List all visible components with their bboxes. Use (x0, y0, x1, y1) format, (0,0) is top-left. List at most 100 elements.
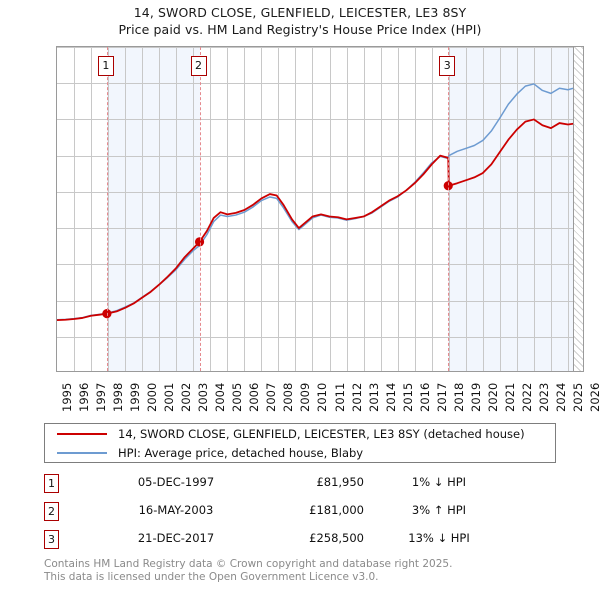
gridline-vertical (159, 47, 161, 371)
transaction-date-3: 21-DEC-2017 (137, 531, 215, 545)
legend-label-price-paid: 14, SWORD CLOSE, GLENFIELD, LEICESTER, L… (118, 426, 525, 441)
transaction-date-2: 16-MAY-2003 (138, 503, 214, 517)
page-title: 14, SWORD CLOSE, GLENFIELD, LEICESTER, L… (133, 5, 467, 20)
no-data-hatched-region (573, 47, 583, 371)
shaded-band-1 (106, 47, 200, 371)
x-axis-tick-label: 2019 (468, 382, 483, 412)
x-axis-tick-label: 2016 (417, 382, 432, 412)
x-axis-tick-label: 2003 (196, 382, 211, 412)
x-axis-tick-label: 2022 (519, 382, 534, 412)
gridline-vertical (210, 47, 212, 371)
gridline-vertical (176, 47, 178, 371)
x-axis-tick-label: 2007 (264, 382, 279, 412)
chart-legend: 14, SWORD CLOSE, GLENFIELD, LEICESTER, L… (44, 423, 556, 463)
gridline-vertical (533, 47, 535, 371)
x-axis-tick-label: 2013 (366, 382, 381, 412)
x-axis-tick-label: 2001 (162, 382, 177, 412)
x-axis-tick-label: 2005 (230, 382, 245, 412)
gridline-vertical (74, 47, 76, 371)
chart-plot-area (56, 46, 584, 372)
gridline-horizontal (57, 228, 583, 230)
table-row: 2 16-MAY-2003 £181,000 3% ↑ HPI (44, 501, 564, 529)
sale-event-badge-2[interactable]: 2 (190, 56, 207, 76)
gridline-vertical (465, 47, 467, 371)
series-line-price-paid (57, 118, 574, 322)
gridline-vertical (295, 47, 297, 371)
gridline-vertical (91, 47, 93, 371)
transaction-badge-2: 2 (44, 502, 59, 521)
x-axis-tick-label: 2004 (213, 382, 228, 412)
transaction-price-2: £181,000 (309, 503, 364, 517)
gridline-vertical (499, 47, 501, 371)
gridline-vertical (516, 47, 518, 371)
x-axis-tick-label: 2002 (179, 382, 194, 412)
gridline-vertical (482, 47, 484, 371)
transaction-table: 1 05-DEC-1997 £81,950 1% ↓ HPI 2 16-MAY-… (44, 473, 564, 557)
legend-entry-hpi: HPI: Average price, detached house, Blab… (45, 443, 555, 462)
gridline-vertical (329, 47, 331, 371)
gridline-vertical (431, 47, 433, 371)
gridline-horizontal (57, 191, 583, 193)
transaction-price-3: £258,500 (309, 531, 364, 545)
gridline-horizontal (57, 47, 583, 48)
series-line-hpi (57, 83, 574, 321)
table-row: 3 21-DEC-2017 £258,500 13% ↓ HPI (44, 529, 564, 557)
table-row: 1 05-DEC-1997 £81,950 1% ↓ HPI (44, 473, 564, 501)
x-axis-tick-label: 1999 (128, 382, 143, 412)
footer-attribution: Contains HM Land Registry data © Crown c… (44, 558, 584, 583)
page-subtitle: Price paid vs. HM Land Registry's House … (118, 22, 482, 37)
gridline-vertical (448, 47, 450, 371)
footer-line-2: This data is licensed under the Open Gov… (44, 570, 379, 583)
x-axis-tick-label: 2009 (298, 382, 313, 412)
x-axis-tick-label: 2018 (451, 382, 466, 412)
gridline-vertical (227, 47, 229, 371)
sale-event-line-3 (448, 47, 450, 371)
footer-line-1: Contains HM Land Registry data © Crown c… (44, 558, 453, 570)
gridline-horizontal (57, 300, 583, 302)
gridline-horizontal (57, 264, 583, 266)
x-axis-tick-label: 2011 (332, 382, 347, 412)
x-axis-tick-label: 1998 (111, 382, 126, 412)
sale-event-line-1 (106, 47, 108, 371)
x-axis-tick-label: 2000 (145, 382, 160, 412)
gridline-vertical (278, 47, 280, 371)
transaction-date-1: 05-DEC-1997 (137, 475, 215, 489)
gridline-horizontal (57, 83, 583, 85)
transaction-badge-1: 1 (44, 474, 59, 493)
gridline-vertical (414, 47, 416, 371)
sale-event-badge-3[interactable]: 3 (439, 56, 456, 76)
legend-label-hpi: HPI: Average price, detached house, Blab… (118, 445, 364, 460)
sale-event-line-2 (199, 47, 201, 371)
x-axis-tick-label: 2014 (383, 382, 398, 412)
gridline-vertical (142, 47, 144, 371)
x-axis-tick-label: 2021 (502, 382, 517, 412)
x-axis-tick-label: 2008 (281, 382, 296, 412)
x-axis-tick-label: 2006 (247, 382, 262, 412)
transaction-hpi-delta-1: 1% ↓ HPI (411, 475, 467, 489)
x-axis-tick-label: 2026 (588, 382, 600, 412)
gridline-vertical (550, 47, 552, 371)
x-axis-tick-label: 1996 (77, 382, 92, 412)
gridline-vertical (125, 47, 127, 371)
gridline-vertical (312, 47, 314, 371)
gridline-horizontal (57, 119, 583, 121)
x-axis-tick-label: 2017 (434, 382, 449, 412)
series-lines (57, 83, 574, 322)
x-axis-tick-label: 2025 (570, 382, 585, 412)
gridline-vertical (397, 47, 399, 371)
legend-swatch-hpi (57, 451, 107, 454)
x-axis-tick-label: 2010 (315, 382, 330, 412)
gridline-vertical (261, 47, 263, 371)
gridline-horizontal (57, 155, 583, 157)
transaction-hpi-delta-2: 3% ↑ HPI (411, 503, 467, 517)
sale-event-badge-1[interactable]: 1 (97, 56, 114, 76)
gridline-vertical (567, 47, 569, 371)
gridline-vertical (380, 47, 382, 371)
x-axis-tick-label: 2023 (536, 382, 551, 412)
gridline-vertical (346, 47, 348, 371)
x-axis-tick-label: 2012 (349, 382, 364, 412)
gridline-vertical (193, 47, 195, 371)
x-axis-tick-label: 1997 (94, 382, 109, 412)
chart-title-block: 14, SWORD CLOSE, GLENFIELD, LEICESTER, L… (0, 4, 600, 38)
transaction-hpi-delta-3: 13% ↓ HPI (408, 531, 470, 545)
